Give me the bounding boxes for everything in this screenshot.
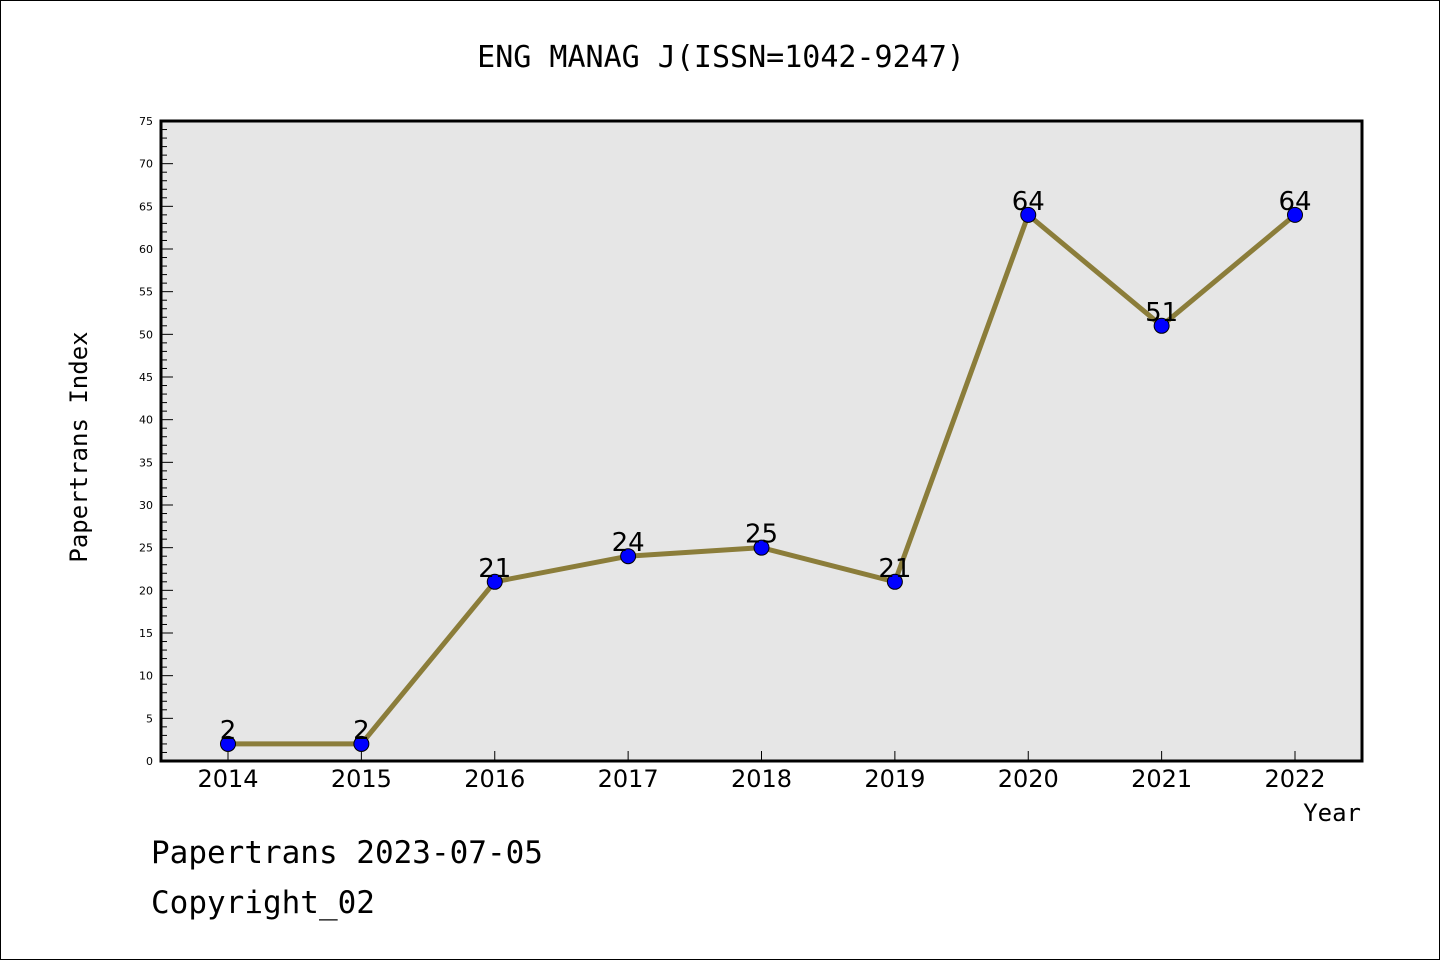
- x-axis: 2014 2015 2016 2017 2018 2019 2020 2021 2022: [197, 751, 1326, 793]
- x-tick-label: 2022: [1264, 765, 1325, 793]
- y-tick-label: 55: [139, 286, 153, 299]
- data-point: [1287, 206, 1303, 223]
- x-tick-label: 2020: [998, 765, 1059, 793]
- x-tick-label: 2018: [731, 765, 792, 793]
- y-tick-label: 10: [139, 670, 153, 683]
- data-label: 64: [1278, 187, 1311, 217]
- data-label: 64: [1012, 187, 1045, 217]
- y-tick-label: 25: [139, 542, 153, 555]
- data-label: 51: [1145, 298, 1178, 328]
- y-tick-label: 60: [139, 243, 153, 256]
- y-tick-label: 70: [139, 158, 153, 171]
- data-label: 2: [220, 716, 237, 746]
- data-point: [220, 735, 236, 752]
- y-tick-label: 0: [146, 755, 153, 768]
- y-axis-title: Papertrans Index: [65, 331, 93, 562]
- data-label: 2: [353, 716, 370, 746]
- x-tick-label: 2014: [197, 765, 258, 793]
- data-point: [753, 539, 770, 556]
- chart-title: ENG MANAG J(ISSN=1042-9247): [477, 40, 965, 75]
- data-point: [1020, 206, 1037, 223]
- plot-area: [159, 119, 1364, 763]
- y-axis: 0 5 10 15 20 25 30 35 40 45 50 55 60 65 70 75: [139, 115, 173, 768]
- y-tick-label: 65: [139, 200, 153, 213]
- data-point: [620, 548, 637, 565]
- data-point: [886, 573, 903, 590]
- series-group: [220, 206, 1303, 752]
- data-label: 25: [745, 520, 778, 550]
- y-tick-label: 50: [139, 328, 153, 341]
- x-tick-label: 2016: [464, 765, 525, 793]
- x-axis-title: Year: [1303, 799, 1361, 827]
- x-tick-label: 2017: [598, 765, 659, 793]
- data-label: 24: [612, 528, 645, 558]
- y-tick-label: 15: [139, 627, 153, 640]
- data-label: 21: [878, 554, 911, 584]
- y-tick-label: 40: [139, 414, 153, 427]
- data-label: 21: [478, 554, 511, 584]
- data-point: [1153, 317, 1170, 334]
- y-tick-label: 30: [139, 499, 153, 512]
- data-point: [353, 735, 370, 752]
- y-tick-label: 35: [139, 456, 153, 469]
- x-tick-label: 2015: [331, 765, 392, 793]
- y-tick-label: 20: [139, 584, 153, 597]
- footer-copyright-text: Copyright_02: [151, 885, 375, 921]
- y-tick-label: 45: [139, 371, 153, 384]
- y-tick-label: 75: [139, 115, 153, 128]
- y-tick-label: 5: [146, 712, 153, 725]
- data-labels: 2 2 21 24 25 21 64 51 64: [220, 187, 1312, 746]
- data-point: [486, 573, 503, 590]
- x-tick-label: 2021: [1131, 765, 1192, 793]
- x-tick-label: 2019: [864, 765, 925, 793]
- footer-date-text: Papertrans 2023-07-05: [151, 835, 543, 871]
